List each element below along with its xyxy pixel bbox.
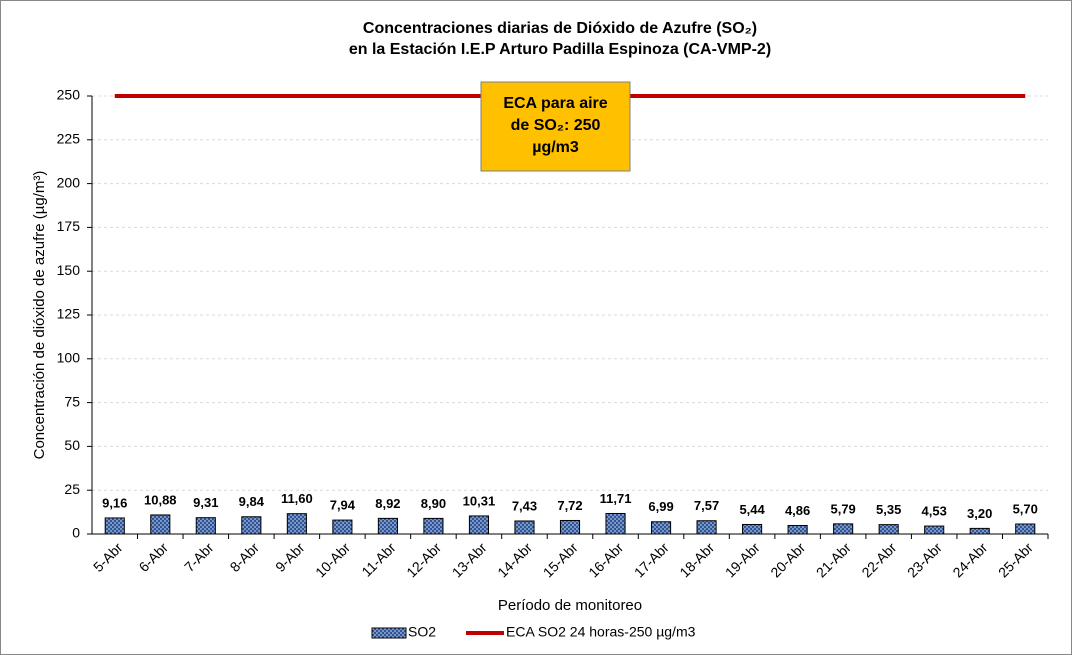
data-label: 5,35 <box>876 502 901 517</box>
data-label: 7,57 <box>694 498 719 513</box>
data-label: 7,72 <box>557 498 582 513</box>
y-tick-label: 175 <box>57 218 81 234</box>
y-tick-label: 50 <box>64 437 80 453</box>
bar <box>332 519 353 535</box>
chart-title: en la Estación I.E.P Arturo Padilla Espi… <box>349 41 771 58</box>
data-label: 8,92 <box>375 496 400 511</box>
bar <box>150 514 171 535</box>
annotation: ECA para aire <box>503 95 607 112</box>
bar <box>423 517 444 535</box>
bar <box>696 520 717 535</box>
bar <box>924 525 945 535</box>
y-tick-label: 0 <box>72 525 80 541</box>
data-label: 7,43 <box>512 498 537 513</box>
bar <box>104 517 125 535</box>
legend-swatch <box>371 627 407 639</box>
bar <box>559 519 581 535</box>
bar <box>1015 523 1036 535</box>
bar <box>742 523 763 535</box>
x-axis-label: Período de monitoreo <box>498 597 642 614</box>
bar <box>514 520 535 535</box>
y-tick-label: 75 <box>64 393 80 409</box>
y-tick-label: 150 <box>57 262 81 278</box>
data-label: 9,16 <box>102 495 127 510</box>
data-label: 3,20 <box>967 506 992 521</box>
y-tick-label: 225 <box>57 131 81 147</box>
y-tick-label: 125 <box>57 306 81 322</box>
bar <box>787 524 808 535</box>
data-label: 11,60 <box>281 491 313 506</box>
legend-label: SO2 <box>408 624 436 640</box>
bar <box>286 513 307 535</box>
bar <box>605 512 626 535</box>
data-label: 9,84 <box>239 494 265 509</box>
legend-label: ECA SO2 24 horas-250 µg/m3 <box>506 624 696 640</box>
data-label: 11,71 <box>600 491 632 506</box>
bar <box>650 521 672 535</box>
data-label: 10,31 <box>463 493 496 508</box>
data-label: 9,31 <box>193 495 218 510</box>
annotation-box <box>480 81 631 172</box>
chart-title: Concentraciones diarias de Dióxido de Az… <box>363 20 757 37</box>
bar <box>377 517 398 535</box>
bar <box>969 527 990 535</box>
data-label: 7,94 <box>330 498 356 513</box>
data-label: 4,53 <box>922 504 947 519</box>
annotation: de SO₂: 250 <box>511 117 601 134</box>
bar <box>468 515 490 535</box>
bar <box>241 516 262 535</box>
bar <box>878 524 899 535</box>
data-label: 5,44 <box>739 502 765 517</box>
bar <box>195 517 216 535</box>
y-tick-label: 200 <box>57 174 81 190</box>
y-tick-label: 250 <box>57 87 81 103</box>
data-label: 5,79 <box>830 501 855 516</box>
data-label: 5,70 <box>1013 501 1038 516</box>
y-tick-label: 100 <box>57 350 81 366</box>
data-label: 4,86 <box>785 503 810 518</box>
y-tick-label: 25 <box>64 481 80 497</box>
bar <box>833 523 854 535</box>
data-label: 10,88 <box>144 492 177 507</box>
annotation: µg/m3 <box>532 139 579 156</box>
y-axis-label: Concentración de dióxido de azufre (µg/m… <box>31 171 48 460</box>
data-label: 6,99 <box>648 499 673 514</box>
data-label: 8,90 <box>421 496 446 511</box>
